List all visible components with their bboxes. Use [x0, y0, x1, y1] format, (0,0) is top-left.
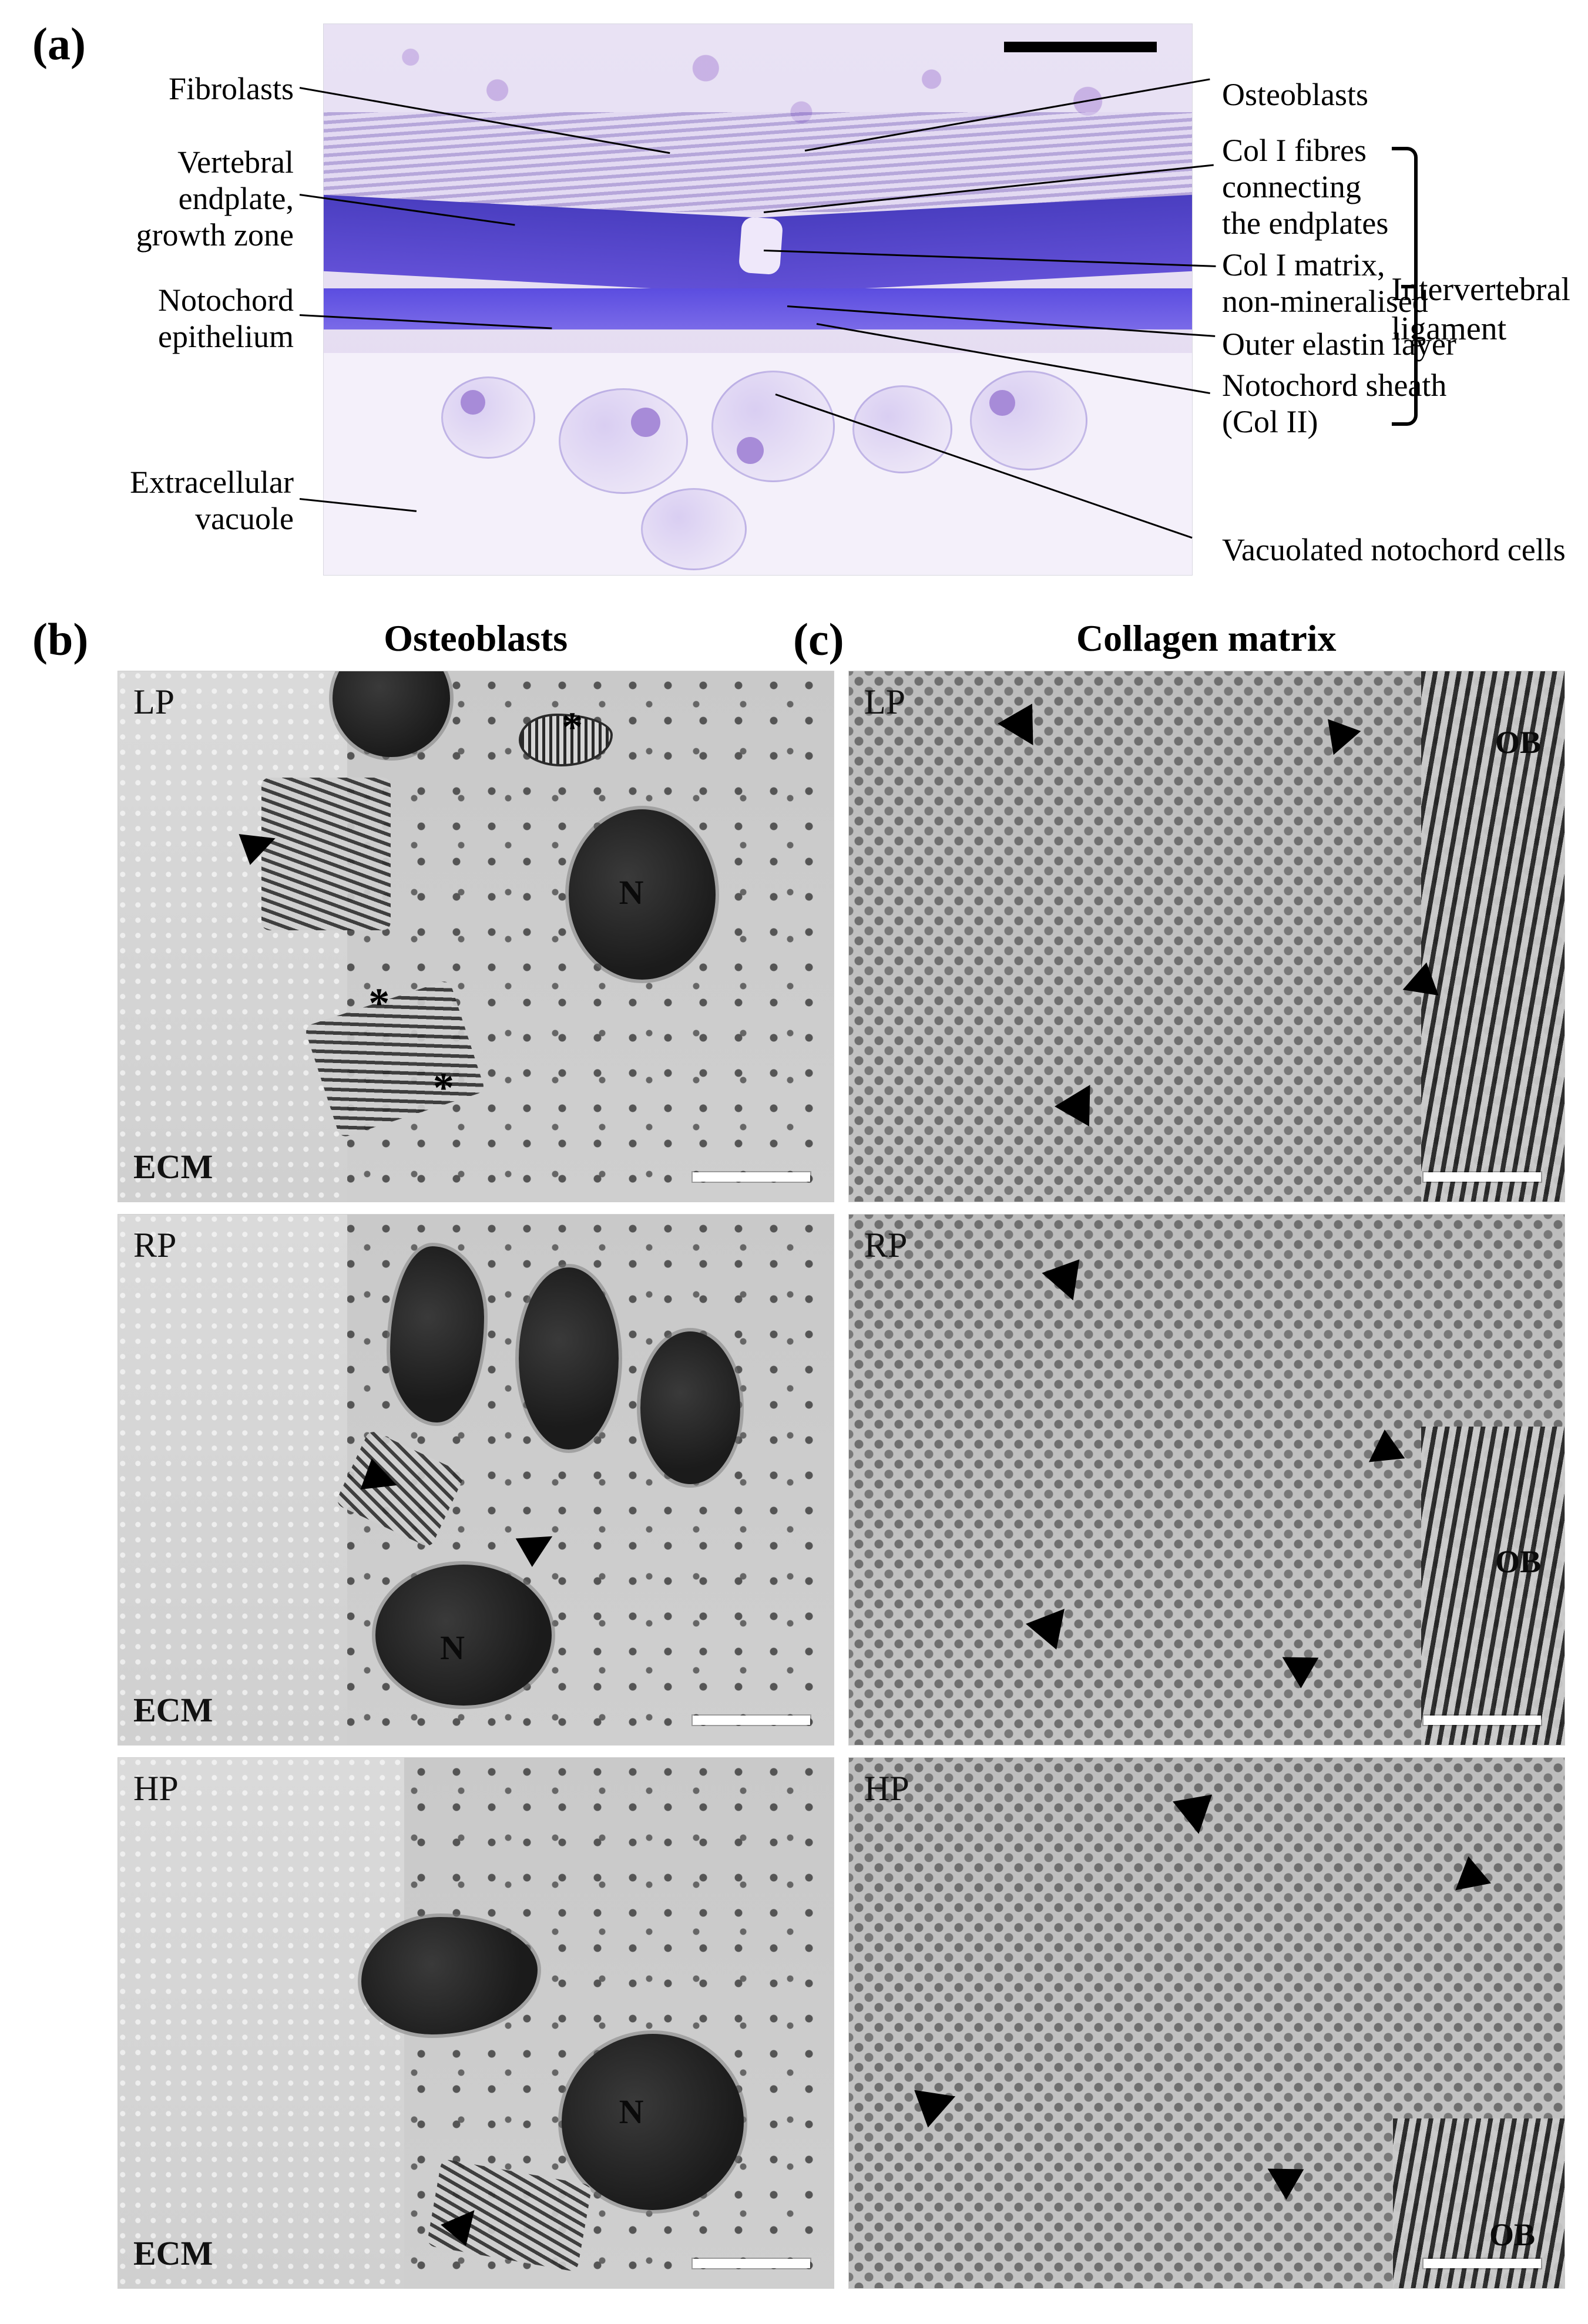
panel-b-tag: (b)	[32, 613, 88, 666]
label-notochord-epithelium: Notochord epithelium	[41, 282, 294, 355]
nucleus-icon	[390, 1246, 484, 1422]
em-grid: * * * LP ECM N LP OB	[117, 671, 1565, 2289]
label-extracellular-vacuole: Extracellular vacuole	[41, 464, 294, 537]
nucleus-icon	[361, 1917, 538, 2034]
histology-lower	[324, 353, 1192, 575]
em-osteoblast-rp: RP ECM N	[117, 1214, 834, 1745]
ecm-tag: ECM	[133, 1690, 213, 1730]
arrowhead-black-icon	[1444, 1856, 1491, 1903]
nucleus-icon	[562, 2034, 744, 2210]
label-intervertebral-ligament: Intervertebral ligament	[1391, 270, 1570, 349]
arrowhead-white-icon	[1001, 707, 1047, 752]
scientific-figure: (a) Fibrolast	[23, 18, 1565, 2289]
nucleus-tag: N	[619, 2092, 644, 2131]
label-osteoblasts: Osteoblasts	[1222, 76, 1368, 113]
cell-nucleus-icon	[461, 390, 485, 415]
nucleus-tag: N	[619, 873, 644, 912]
ecm-region	[118, 1758, 404, 2288]
scalebar	[1424, 1716, 1541, 1725]
ecm-region	[118, 671, 347, 1202]
vacuolated-cell	[559, 388, 688, 494]
ecm-tag: ECM	[133, 2234, 213, 2273]
arrowhead-white-icon	[1029, 1599, 1076, 1646]
panel-a-tag: (a)	[32, 18, 86, 70]
cell-nucleus-icon	[989, 390, 1015, 416]
histology-endplates	[324, 206, 1192, 359]
arrowhead-black-icon	[1259, 2154, 1304, 2200]
scalebar	[693, 1172, 810, 1182]
vacuolated-cell	[711, 371, 835, 482]
panel-c-tag: (c)	[793, 613, 844, 666]
em-osteoblast-hp: HP ECM N	[117, 1757, 834, 2289]
arrowhead-white-icon	[1176, 1797, 1216, 1835]
scalebar	[1004, 42, 1157, 52]
arrowhead-white-icon	[917, 2080, 959, 2124]
scalebar	[1424, 1172, 1541, 1182]
asterisk-icon: *	[562, 703, 583, 752]
osteoblast-strip	[1421, 671, 1565, 1202]
header-collagen: Collagen matrix	[848, 617, 1565, 671]
label-endplate: Vertebral endplate, growth zone	[41, 144, 294, 253]
vacuolated-cell	[970, 371, 1087, 470]
row-tag: HP	[864, 1768, 909, 1809]
em-collagen-hp: HP OB	[848, 1757, 1565, 2289]
arrowhead-black-icon	[1317, 719, 1361, 761]
scalebar	[1424, 2259, 1541, 2268]
er-icon	[335, 1430, 465, 1549]
row-tag: RP	[133, 1225, 176, 1266]
row-tag: LP	[133, 682, 174, 722]
scalebar	[693, 1716, 810, 1725]
arrow-icon	[516, 1522, 560, 1566]
ecm-tag: ECM	[133, 1147, 213, 1186]
ob-tag: OB	[1495, 724, 1541, 761]
label-notochord-cells: Vacuolated notochord cells	[1222, 532, 1566, 568]
endplate-left	[323, 194, 778, 295]
lower-panels: (b) (c) Osteoblasts Collagen matrix *	[23, 617, 1565, 2289]
ecm-region	[118, 1215, 347, 1745]
asterisk-icon: *	[433, 1064, 454, 1112]
nucleus-tag: N	[440, 1628, 465, 1667]
label-col1-fibres: Col I fibres connecting the endplates	[1222, 132, 1388, 241]
vacuolated-cell	[641, 488, 747, 570]
nucleus-icon	[519, 1267, 619, 1449]
arrowhead-black-icon	[1273, 1642, 1318, 1689]
vacuolated-cell	[441, 376, 535, 459]
em-osteoblast-lp: * * * LP ECM N	[117, 671, 834, 1202]
arrowhead-white-icon	[1045, 1263, 1089, 1304]
nucleus-icon	[333, 671, 450, 757]
row-tag: RP	[864, 1225, 907, 1266]
arrowhead-white-icon	[1058, 1078, 1104, 1124]
label-fibroblasts: Fibrolasts	[41, 70, 294, 107]
endplate-right	[738, 194, 1193, 295]
osteoblast-strip	[1421, 1427, 1565, 1745]
histology-fibres	[324, 112, 1192, 212]
row-tag: LP	[864, 682, 905, 722]
scalebar	[693, 2259, 810, 2268]
panel-a: (a) Fibrolast	[23, 18, 1565, 617]
em-collagen-lp: LP OB	[848, 671, 1565, 1202]
row-tag: HP	[133, 1768, 179, 1809]
em-collagen-rp: RP OB	[848, 1214, 1565, 1745]
ob-tag: OB	[1489, 2217, 1535, 2253]
nucleus-icon	[640, 1331, 740, 1484]
header-osteoblasts: Osteoblasts	[117, 617, 834, 671]
arrowhead-black-icon	[1359, 1430, 1405, 1477]
ob-tag: OB	[1495, 1543, 1541, 1580]
vacuolated-cell	[852, 385, 952, 473]
endplate-gap	[738, 217, 783, 275]
cell-nucleus-icon	[631, 408, 660, 437]
asterisk-icon: *	[368, 979, 390, 1028]
cell-nucleus-icon	[737, 437, 764, 464]
